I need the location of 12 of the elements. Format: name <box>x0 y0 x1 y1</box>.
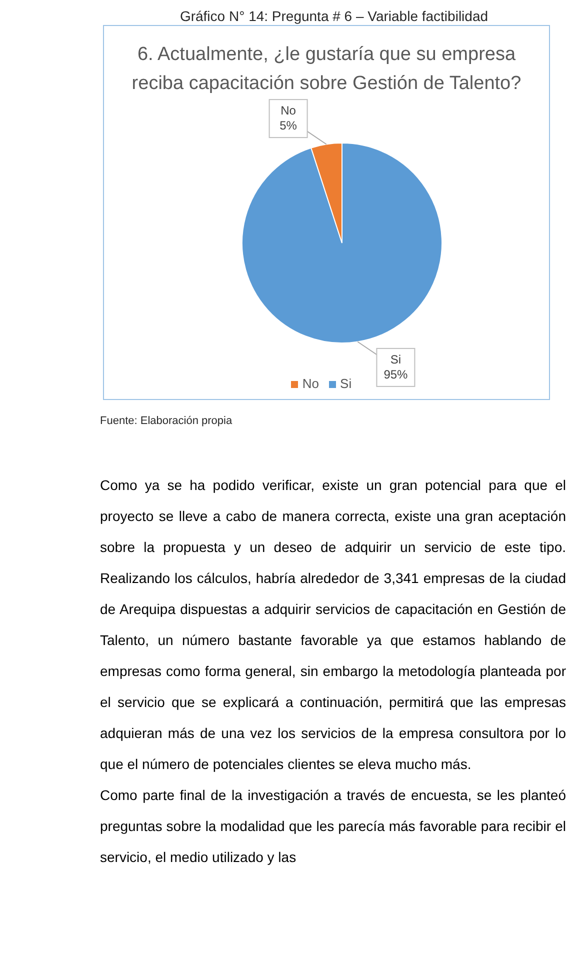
text: Como ya se ha podido verificar, existe un gran potencial para que el proyecto se lleve a cabo de manera correcta, existe una gran aceptación sobre la propuesta y un deseo de adquirir un servicio de este tipo. Realizando los cálculos, habría alrededor de 3,341 empresas de la ciudad de Arequipa dispuestas a adquirir servicios de capacitación en Gestión de Talento, un número bastante favorable ya que estamos hablando de empresas como forma general, sin embargo la metodología planteada por el servicio que se explicará a continuación, permitirá que las empresas adquieran más de una vez los servicios de la empresa consultora por lo que el número de potenciales clientes se eleva mucho más. <box>100 477 566 772</box>
data-label: 95% <box>384 367 408 382</box>
pie-slice <box>242 142 442 344</box>
legend-label: Si <box>340 376 352 391</box>
data-label: 5% <box>280 118 298 133</box>
slice-label: No <box>280 104 296 118</box>
chart-title: 6. Actualmente, ¿le gustaría que su empresa reciba capacitación sobre Gestión de Talento? <box>132 44 522 94</box>
legend-label: No <box>302 376 320 391</box>
source-note: Fuente: Elaboración propia <box>100 415 232 427</box>
slice-label: Si <box>390 352 402 366</box>
text: Como parte final de la investigación a través de encuesta, se les planteó preguntas sobre la modalidad que les parecía más favorable para recibir el servicio, el medio utilizado y las <box>100 787 566 865</box>
text: Gráfico N° 14: Pregunta # 6 – Variable factibilidad <box>180 8 488 24</box>
